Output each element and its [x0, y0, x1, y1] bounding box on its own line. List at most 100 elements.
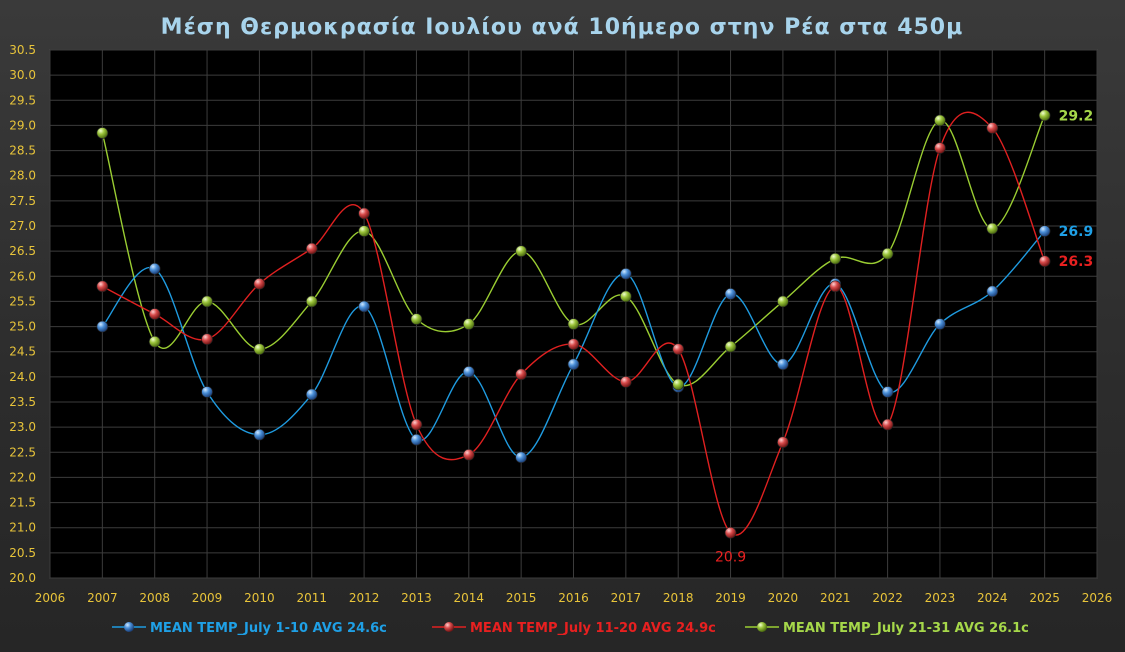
data-point-first-decade — [96, 320, 109, 333]
x-tick-label: 2022 — [872, 591, 903, 605]
y-tick-label: 26.5 — [9, 244, 36, 258]
legend-label: MEAN TEMP_July 21-31 AVG 26.1c — [783, 621, 1029, 636]
legend-marker — [757, 622, 767, 632]
data-point-first-decade — [201, 386, 213, 398]
min-value-label: 20.9 — [715, 550, 746, 566]
data-point-first-decade — [567, 358, 580, 371]
data-point-third-decade — [620, 290, 632, 303]
x-tick-label: 2017 — [611, 591, 642, 605]
y-tick-label: 23.5 — [9, 395, 36, 409]
data-point-second-decade — [515, 368, 527, 381]
data-point-third-decade — [986, 222, 999, 235]
data-point-third-decade — [253, 343, 266, 356]
legend: MEAN TEMP_July 1-10 AVG 24.6c MEAN TEMP_J… — [112, 621, 1029, 636]
y-tick-label: 25.5 — [9, 294, 36, 308]
data-point-second-decade — [986, 122, 999, 134]
data-point-first-decade — [462, 366, 475, 378]
data-point-first-decade — [777, 358, 789, 371]
data-point-second-decade — [201, 333, 213, 345]
grid — [49, 49, 1098, 579]
data-point-second-decade — [777, 436, 789, 449]
y-tick-label: 30.5 — [9, 43, 36, 57]
data-point-second-decade — [358, 207, 370, 220]
y-tick-label: 27.0 — [9, 219, 36, 233]
y-tick-label: 25.0 — [9, 320, 36, 334]
y-tick-label: 20.5 — [9, 546, 36, 560]
x-tick-label: 2023 — [925, 591, 956, 605]
data-point-third-decade — [934, 114, 946, 127]
x-tick-label: 2020 — [768, 591, 799, 605]
data-labels: 26.9 26.3 20.9 29.2 — [715, 108, 1093, 565]
axes: 20.0 20.5 21.0 21.5 22.0 22.5 23.0 23.5 24.0 24.5… — [9, 43, 1112, 605]
x-tick-label: 2026 — [1082, 591, 1113, 605]
y-tick-label: 24.0 — [9, 370, 36, 384]
x-tick-label: 2013 — [401, 591, 432, 605]
data-point-third-decade — [96, 127, 109, 139]
data-point-second-decade — [881, 418, 894, 431]
end-value-label: 26.9 — [1059, 224, 1094, 240]
data-point-first-decade — [253, 428, 266, 441]
data-point-second-decade — [253, 278, 266, 290]
x-tick-label: 2010 — [244, 591, 275, 605]
data-point-first-decade — [148, 262, 161, 275]
data-point-third-decade — [462, 318, 475, 330]
y-tick-label: 22.0 — [9, 470, 36, 484]
data-point-third-decade — [567, 318, 580, 330]
x-tick-label: 2006 — [35, 591, 66, 605]
x-tick-label: 2025 — [1029, 591, 1060, 605]
data-point-third-decade — [881, 247, 894, 260]
data-point-third-decade — [1038, 109, 1051, 122]
y-tick-label: 28.0 — [9, 169, 36, 183]
data-point-first-decade — [515, 451, 527, 464]
chart-title: Μέση Θερμοκρασία Ιουλίου ανά 10ήμερο στη… — [161, 15, 964, 40]
x-tick-label: 2024 — [977, 591, 1008, 605]
x-tick-label: 2007 — [87, 591, 118, 605]
data-point-third-decade — [777, 295, 789, 308]
data-point-second-decade — [724, 526, 737, 539]
x-tick-label: 2011 — [296, 591, 327, 605]
data-point-third-decade — [201, 295, 213, 308]
data-point-third-decade — [515, 245, 527, 257]
data-point-third-decade — [410, 313, 423, 325]
data-point-third-decade — [305, 295, 318, 308]
y-tick-label: 26.0 — [9, 269, 36, 283]
y-tick-label: 29.5 — [9, 93, 36, 107]
data-point-third-decade — [672, 378, 685, 391]
data-point-second-decade — [410, 418, 423, 431]
data-point-first-decade — [620, 267, 632, 280]
x-tick-label: 2009 — [192, 591, 223, 605]
data-point-first-decade — [881, 386, 894, 398]
data-point-first-decade — [410, 433, 423, 446]
data-point-second-decade — [462, 448, 475, 461]
x-tick-label: 2014 — [454, 591, 485, 605]
data-point-first-decade — [358, 300, 370, 313]
data-point-first-decade — [934, 318, 946, 330]
y-tick-label: 21.0 — [9, 521, 36, 535]
y-tick-label: 23.0 — [9, 420, 36, 434]
data-point-second-decade — [96, 280, 109, 293]
data-point-second-decade — [620, 376, 632, 388]
data-point-first-decade — [1038, 225, 1051, 237]
data-point-second-decade — [934, 142, 946, 154]
data-point-second-decade — [305, 242, 318, 255]
data-point-first-decade — [305, 388, 318, 401]
x-tick-label: 2008 — [139, 591, 170, 605]
legend-marker — [444, 622, 454, 632]
data-point-first-decade — [986, 285, 999, 298]
y-tick-label: 20.0 — [9, 571, 36, 585]
data-point-second-decade — [829, 280, 842, 293]
data-point-second-decade — [1038, 255, 1051, 268]
y-tick-label: 24.5 — [9, 345, 36, 359]
data-point-second-decade — [148, 308, 161, 320]
data-point-first-decade — [724, 288, 737, 300]
series-line-second-decade — [102, 111, 1046, 536]
y-tick-label: 28.5 — [9, 144, 36, 158]
data-point-second-decade — [567, 338, 580, 350]
y-tick-label: 30.0 — [9, 68, 36, 82]
data-point-third-decade — [724, 340, 737, 353]
legend-marker — [124, 622, 134, 632]
end-value-label: 26.3 — [1059, 254, 1094, 270]
x-tick-label: 2012 — [349, 591, 380, 605]
